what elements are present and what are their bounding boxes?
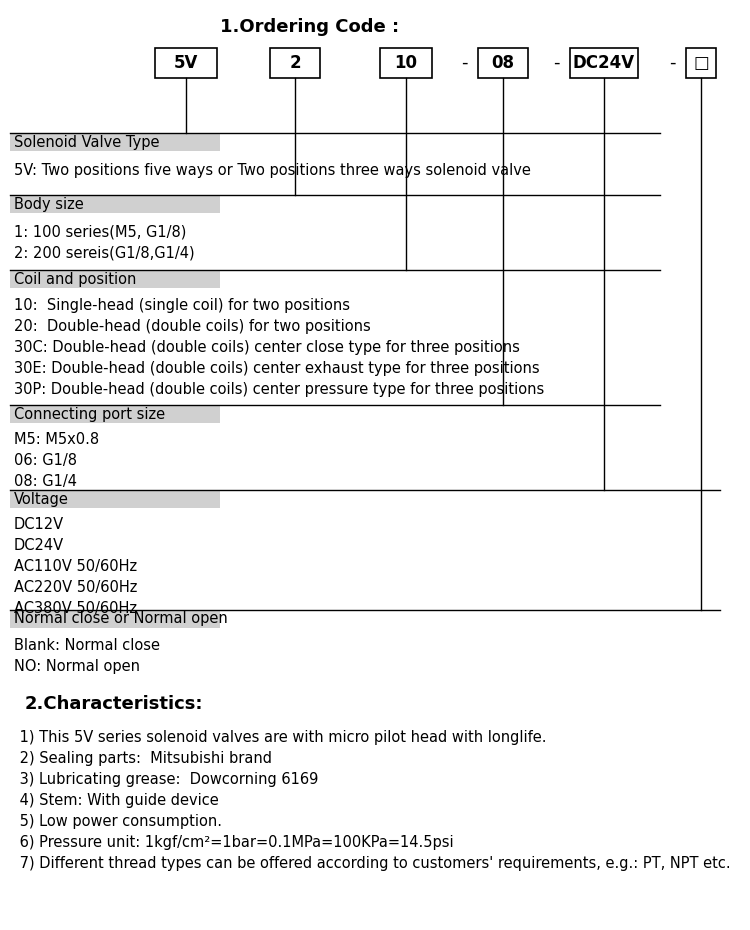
Text: Solenoid Valve Type: Solenoid Valve Type: [14, 135, 160, 150]
Text: Connecting port size: Connecting port size: [14, 406, 165, 421]
Text: AC110V 50/60Hz: AC110V 50/60Hz: [14, 559, 137, 574]
Text: 3) Lubricating grease:  Dowcorning 6169: 3) Lubricating grease: Dowcorning 6169: [15, 772, 318, 787]
Text: -: -: [553, 54, 560, 72]
Text: 5) Low power consumption.: 5) Low power consumption.: [15, 814, 222, 829]
Text: 4) Stem: With guide device: 4) Stem: With guide device: [15, 793, 219, 808]
Text: 08: 08: [491, 54, 514, 72]
Text: DC24V: DC24V: [14, 538, 64, 553]
Text: 06: G1/8: 06: G1/8: [14, 453, 77, 468]
Text: 1: 100 series(M5, G1/8): 1: 100 series(M5, G1/8): [14, 224, 186, 239]
Text: 5V: 5V: [174, 54, 198, 72]
Bar: [380, 48, 432, 78]
Text: DC24V: DC24V: [573, 54, 635, 72]
Text: DC12V: DC12V: [14, 517, 64, 532]
Bar: [686, 48, 716, 78]
Text: 2.Characteristics:: 2.Characteristics:: [25, 695, 203, 713]
Bar: [10, 133, 220, 151]
Text: AC220V 50/60Hz: AC220V 50/60Hz: [14, 580, 137, 595]
Bar: [155, 48, 217, 78]
Text: 10: 10: [394, 54, 418, 72]
Text: Voltage: Voltage: [14, 491, 69, 507]
Text: Coil and position: Coil and position: [14, 272, 136, 286]
Bar: [570, 48, 638, 78]
Text: 6) Pressure unit: 1kgf/cm²=1bar=0.1MPa=100KPa=14.5psi: 6) Pressure unit: 1kgf/cm²=1bar=0.1MPa=1…: [15, 835, 454, 850]
Text: M5: M5x0.8: M5: M5x0.8: [14, 432, 99, 447]
Text: AC380V 50/60Hz: AC380V 50/60Hz: [14, 601, 137, 616]
Text: 7) Different thread types can be offered according to customers' requirements, e: 7) Different thread types can be offered…: [15, 856, 730, 871]
Text: 30E: Double-head (double coils) center exhaust type for three positions: 30E: Double-head (double coils) center e…: [14, 361, 540, 376]
Text: NO: Normal open: NO: Normal open: [14, 659, 140, 674]
Text: 08: G1/4: 08: G1/4: [14, 474, 77, 489]
Text: 1) This 5V series solenoid valves are with micro pilot head with longlife.: 1) This 5V series solenoid valves are wi…: [15, 730, 547, 745]
Text: 2: 2: [290, 54, 301, 72]
Text: 30P: Double-head (double coils) center pressure type for three positions: 30P: Double-head (double coils) center p…: [14, 382, 544, 397]
Text: 2: 200 sereis(G1/8,G1/4): 2: 200 sereis(G1/8,G1/4): [14, 245, 195, 260]
Text: -: -: [460, 54, 467, 72]
Text: 2) Sealing parts:  Mitsubishi brand: 2) Sealing parts: Mitsubishi brand: [15, 751, 272, 766]
Bar: [10, 195, 220, 213]
Bar: [10, 405, 220, 423]
Bar: [478, 48, 528, 78]
Text: 1.Ordering Code :: 1.Ordering Code :: [220, 18, 400, 36]
Text: Normal close or Normal open: Normal close or Normal open: [14, 612, 228, 627]
Text: -: -: [669, 54, 675, 72]
Text: 30C: Double-head (double coils) center close type for three positions: 30C: Double-head (double coils) center c…: [14, 340, 520, 355]
Bar: [10, 490, 220, 508]
Text: Blank: Normal close: Blank: Normal close: [14, 638, 160, 653]
Text: 5V: Two positions five ways or Two positions three ways solenoid valve: 5V: Two positions five ways or Two posit…: [14, 163, 531, 178]
Bar: [270, 48, 320, 78]
Text: Body size: Body size: [14, 196, 84, 211]
Bar: [10, 610, 220, 628]
Bar: [10, 270, 220, 288]
Text: 20:  Double-head (double coils) for two positions: 20: Double-head (double coils) for two p…: [14, 319, 370, 334]
Text: 10:  Single-head (single coil) for two positions: 10: Single-head (single coil) for two po…: [14, 298, 350, 313]
Text: □: □: [693, 54, 709, 72]
